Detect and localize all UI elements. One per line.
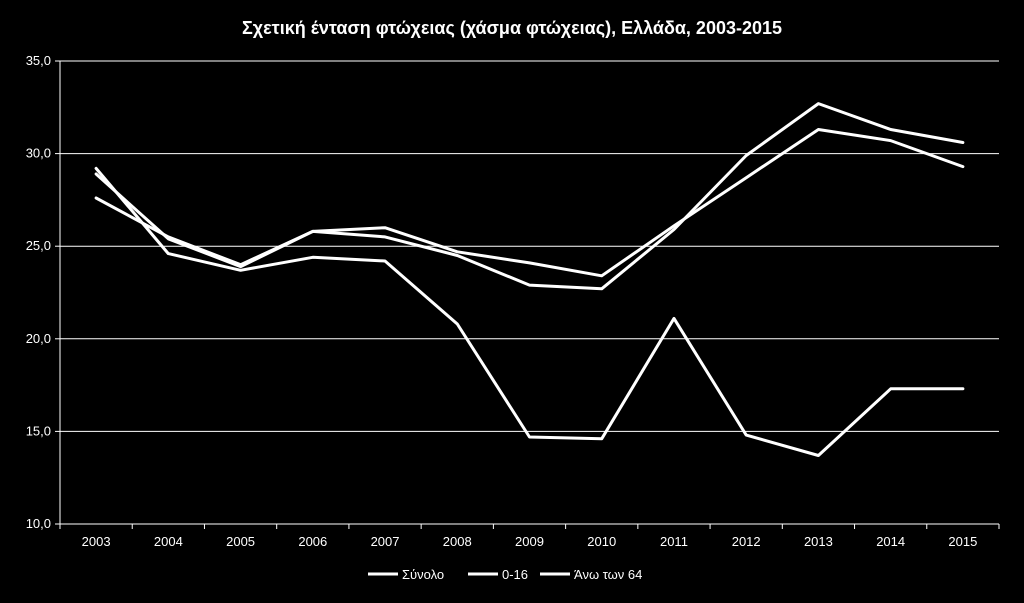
y-tick-label: 30,0	[26, 146, 51, 161]
axes	[55, 60, 1000, 529]
series-lines	[94, 102, 965, 457]
y-axis-ticks: 10,0 15,0 20,0 25,0 30,0 35,0	[26, 53, 51, 531]
series-line-1	[94, 102, 965, 291]
y-tick-label: 25,0	[26, 238, 51, 253]
x-tick-label: 2009	[515, 534, 544, 549]
x-tick-label: 2007	[371, 534, 400, 549]
x-tick-label: 2004	[154, 534, 183, 549]
x-tick-label: 2014	[876, 534, 905, 549]
x-tick-label: 2011	[660, 534, 688, 549]
chart-title: Σχετική ένταση φτώχειας (χάσμα φτώχειας)…	[241, 18, 783, 38]
y-tick-label: 20,0	[26, 331, 51, 346]
legend: Σύνολο 0-16 Άνω των 64	[368, 567, 642, 582]
y-tick-label: 10,0	[26, 516, 51, 531]
x-tick-label: 2012	[732, 534, 761, 549]
x-tick-label: 2006	[298, 534, 327, 549]
y-tick-label: 15,0	[26, 423, 51, 438]
series-line-2	[94, 128, 965, 278]
legend-label: Σύνολο	[402, 567, 444, 582]
legend-label: Άνω των 64	[574, 567, 642, 582]
y-tick-label: 35,0	[26, 53, 51, 68]
series-line-3	[94, 166, 965, 457]
x-tick-label: 2010	[587, 534, 616, 549]
x-tick-label: 2015	[948, 534, 977, 549]
x-axis-ticks: 2003 2004 2005 2006 2007 2008 2009 2010 2011 2012…	[82, 534, 978, 549]
x-tick-label: 2008	[443, 534, 472, 549]
legend-label: 0-16	[502, 567, 528, 582]
x-tick-label: 2005	[226, 534, 255, 549]
x-tick-label: 2003	[82, 534, 111, 549]
gridlines	[60, 60, 999, 525]
x-tick-label: 2013	[804, 534, 833, 549]
